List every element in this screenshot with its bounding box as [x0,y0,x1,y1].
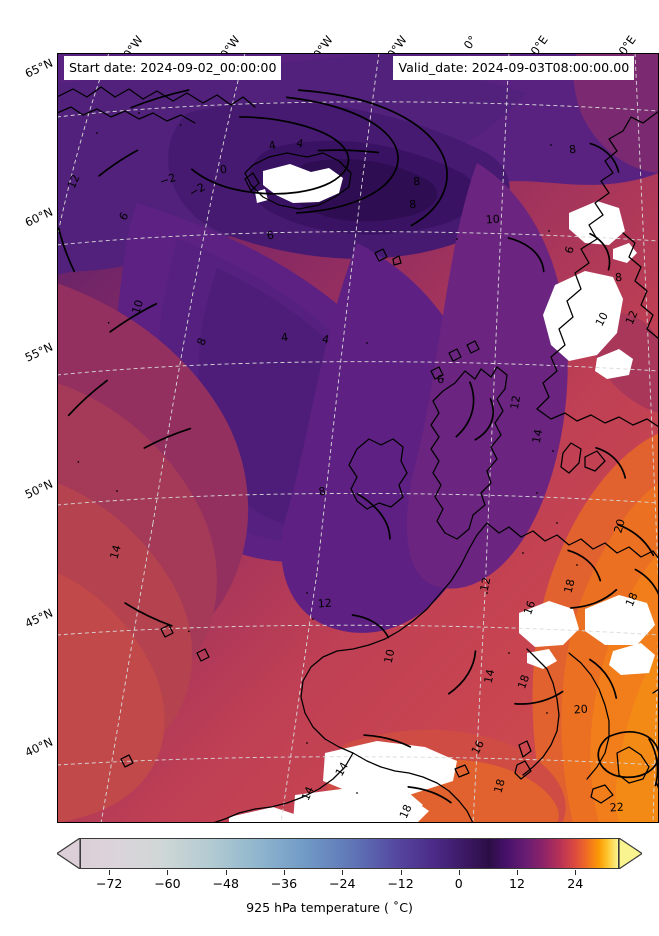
svg-text:18: 18 [562,578,578,595]
svg-text:8: 8 [194,336,209,347]
svg-text:10: 10 [485,213,500,227]
colorbar-tick-label: 12 [508,876,526,891]
svg-text:20: 20 [573,703,588,717]
svg-text:14: 14 [299,785,317,803]
svg-text:10: 10 [129,298,146,315]
svg-text:18: 18 [515,673,532,691]
colorbar-tick-label: −48 [212,876,239,891]
colorbar-extend-right-arrow [619,838,642,869]
colorbar-gradient[interactable] [80,838,619,869]
colorbar-tick-label: −36 [270,876,298,891]
svg-text:16: 16 [469,738,487,756]
svg-text:6: 6 [436,373,445,387]
svg-text:16: 16 [521,599,538,617]
coastlines [57,86,659,823]
colorbar-tick-label: −72 [95,876,123,891]
svg-text:6: 6 [266,229,275,243]
colorbar-tick [283,870,285,875]
latitude-label-65N: 65°N [22,55,55,81]
colorbar-tick-label: −12 [387,876,414,891]
colorbar[interactable]: −72 −60 −48 −36 −24 −12 0 12 24 [0,832,659,936]
svg-text:4: 4 [280,331,288,345]
colorbar-extend-left-arrow [57,838,80,869]
temperature-field [57,53,659,823]
svg-text:12: 12 [508,394,523,410]
colorbar-tick [225,870,227,875]
colorbar-tick [400,870,402,875]
colorbar-tick-label: 0 [454,876,463,891]
svg-text:8: 8 [614,271,622,285]
svg-text:22: 22 [609,801,624,815]
svg-text:14: 14 [333,760,351,779]
svg-text:8: 8 [413,175,421,188]
colorbar-label: 925 hPa temperature ( ˚C) [246,900,413,915]
svg-text:12: 12 [478,576,494,592]
colorbar-tick-label: −60 [154,876,181,891]
svg-text:12: 12 [65,173,83,191]
latitude-label-60N: 60°N [22,204,55,230]
map-gridlines [57,53,659,823]
svg-text:12: 12 [623,309,641,327]
colorbar-tick [167,870,169,875]
svg-text:12: 12 [317,597,332,611]
svg-text:6: 6 [117,210,132,222]
colorbar-tick-label: −24 [328,876,356,891]
svg-text:4: 4 [267,138,277,152]
colorbar-tick-label: 24 [567,876,584,891]
svg-text:6: 6 [562,245,577,256]
masked-terrain-regions [229,164,655,823]
svg-text:−2: −2 [158,171,177,188]
latitude-label-55N: 55°N [22,339,55,365]
svg-text:8: 8 [317,484,327,498]
svg-text:10: 10 [382,648,398,664]
svg-text:14: 14 [530,428,546,444]
colorbar-tick [517,870,518,875]
latitude-label-40N: 40°N [22,734,55,760]
svg-text:4: 4 [295,136,305,150]
svg-text:0: 0 [219,163,228,177]
svg-text:−2: −2 [187,180,208,199]
svg-text:8: 8 [568,143,576,157]
latitude-label-50N: 50°N [22,476,55,502]
svg-text:14: 14 [482,668,498,684]
svg-text:18: 18 [491,778,507,795]
map-axes[interactable]: −2 −2 0 4 4 4 4 6 6 6 6 12 10 8 8 8 8 8 … [57,53,659,823]
svg-text:20: 20 [611,518,627,535]
colorbar-tick [342,870,344,875]
latitude-label-45N: 45°N [22,605,55,631]
colorbar-tick [109,870,111,875]
colorbar-tick [458,870,460,875]
svg-text:14: 14 [107,544,123,561]
svg-text:10: 10 [593,310,611,328]
svg-text:8: 8 [409,198,417,211]
svg-text:18: 18 [623,591,641,609]
colorbar-tick [575,870,577,875]
temperature-contours: −2 −2 0 4 4 4 4 6 6 6 6 12 10 8 8 8 8 8 … [57,77,659,823]
svg-text:4: 4 [321,333,330,347]
svg-text:18: 18 [397,803,415,821]
